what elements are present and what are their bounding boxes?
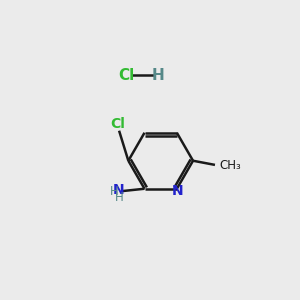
Text: H: H	[110, 185, 119, 198]
Text: Cl: Cl	[110, 117, 125, 131]
Text: N: N	[172, 184, 184, 198]
Text: H: H	[115, 191, 123, 204]
Text: CH₃: CH₃	[219, 159, 241, 172]
Text: N: N	[113, 183, 125, 197]
Text: H: H	[152, 68, 165, 83]
Text: Cl: Cl	[118, 68, 134, 83]
